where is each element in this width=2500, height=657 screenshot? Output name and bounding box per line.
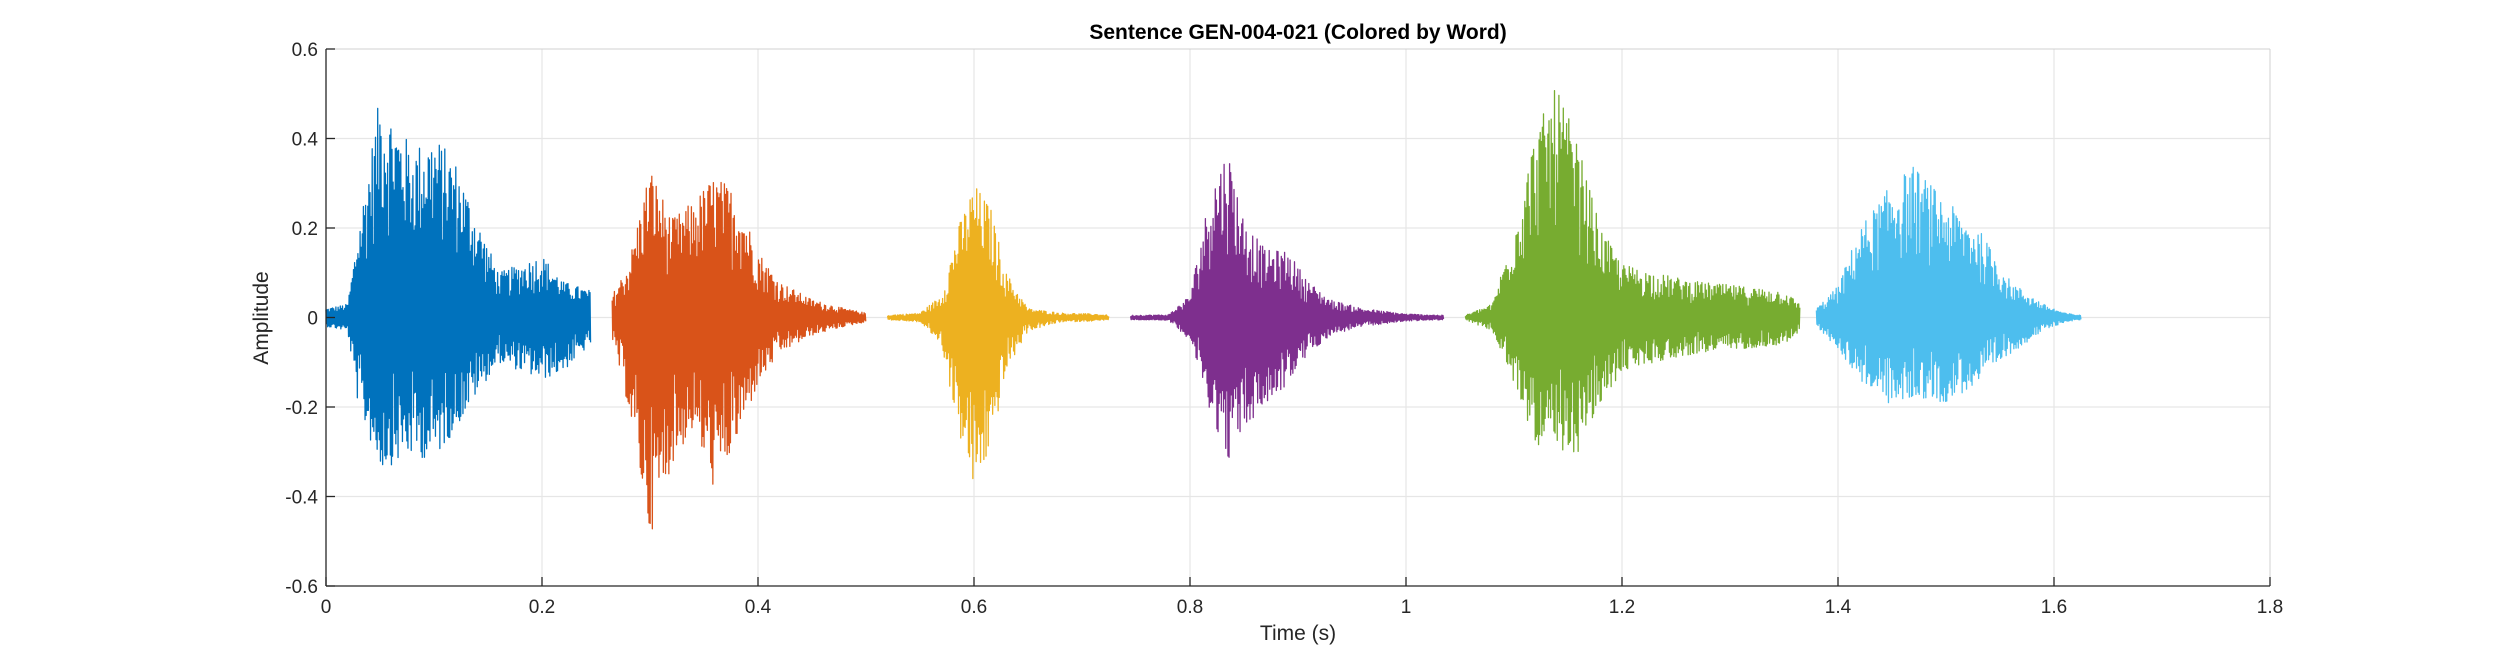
tick-labels: 0 0.2 0.4 0.6 0.8 1 1.2 1.4 1.6 1.8 -0.6 -0.4 -0.2 0 0… — [285, 40, 2283, 618]
y-axis-label: Amplitude — [250, 271, 273, 364]
series-line-word-2 — [611, 175, 867, 530]
y-tick-label: 0.4 — [292, 130, 319, 151]
x-tick-label: 1.6 — [2041, 597, 2067, 618]
y-tick-label: 0.2 — [292, 219, 318, 240]
x-tick-label: 1.2 — [1609, 597, 1635, 618]
x-tick-label: 1 — [1401, 597, 1412, 618]
axes — [325, 48, 2271, 587]
chart-title: Sentence GEN-004-021 (Colored by Word) — [1089, 21, 1506, 44]
y-tick-label: 0.6 — [292, 40, 318, 61]
x-tick-label: 0.4 — [745, 597, 772, 618]
x-tick-label: 1.8 — [2257, 597, 2283, 618]
series-line-word-4 — [1129, 163, 1445, 458]
series-line-word-5 — [1464, 89, 1801, 453]
x-tick-label: 0.2 — [529, 597, 555, 618]
x-tick-label: 0.6 — [961, 597, 987, 618]
y-tick-label: 0 — [307, 309, 318, 330]
x-tick-label: 0 — [321, 597, 332, 618]
y-tick-label: -0.4 — [285, 488, 318, 509]
series-line-word-6 — [1815, 166, 2082, 404]
series-group — [325, 89, 2082, 530]
y-tick-label: -0.6 — [285, 577, 318, 598]
x-tick-label: 1.4 — [1825, 597, 1852, 618]
series-line-word-1 — [325, 107, 592, 466]
x-tick-label: 0.8 — [1177, 597, 1203, 618]
series-line-word-3 — [886, 188, 1110, 480]
y-tick-label: -0.2 — [285, 398, 318, 419]
x-axis-label: Time (s) — [1260, 622, 1336, 645]
